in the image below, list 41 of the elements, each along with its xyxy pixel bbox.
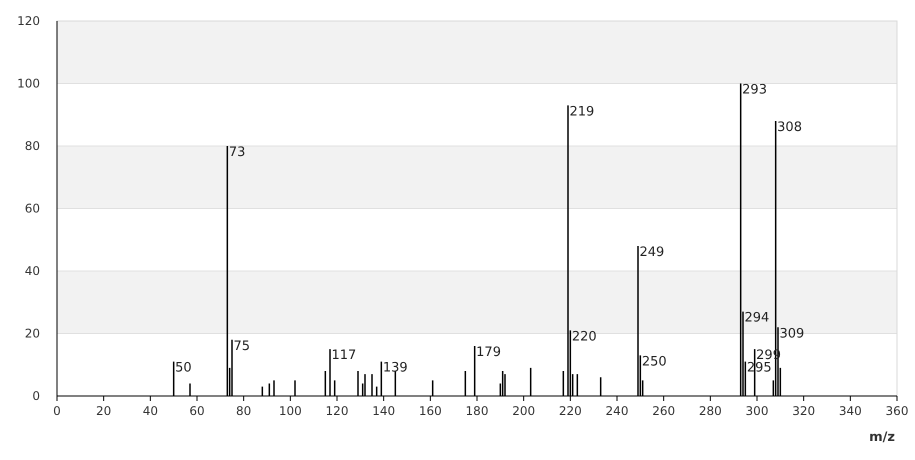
annotation: 294 bbox=[744, 310, 770, 326]
annotation: 179 bbox=[476, 345, 501, 360]
annotation: 75 bbox=[234, 338, 250, 354]
x-tick-label: 300 bbox=[746, 404, 768, 418]
annotation: 117 bbox=[332, 348, 356, 364]
x-tick-label: 20 bbox=[96, 404, 112, 418]
x-tick-label: 200 bbox=[512, 404, 536, 418]
x-tick-label: 160 bbox=[418, 404, 442, 418]
annotation: 73 bbox=[228, 145, 246, 160]
y-tick-label: 40 bbox=[24, 264, 40, 278]
y-tick-label: 20 bbox=[24, 326, 40, 340]
x-tick-label: 240 bbox=[606, 404, 628, 418]
y-tick-label: 100 bbox=[17, 76, 40, 90]
x-tick-label: 320 bbox=[792, 404, 816, 418]
x-tick-label: 100 bbox=[278, 404, 302, 418]
annotation: 139 bbox=[382, 360, 408, 376]
x-tick-label: 40 bbox=[142, 404, 158, 418]
x-tick-label: 280 bbox=[698, 404, 722, 418]
annotation: 219 bbox=[570, 104, 594, 120]
x-tick-label: 260 bbox=[652, 404, 676, 418]
x-tick-label: 80 bbox=[236, 404, 252, 418]
y-tick-label: 60 bbox=[24, 202, 40, 216]
x-tick-label: 140 bbox=[372, 404, 396, 418]
y-tick-label: 120 bbox=[17, 14, 40, 28]
x-tick-label: 340 bbox=[838, 404, 862, 418]
y-tick-label: 0 bbox=[32, 389, 40, 403]
x-axis-title: m/z bbox=[869, 430, 895, 445]
annotation: 308 bbox=[777, 120, 802, 135]
annotation: 293 bbox=[742, 82, 767, 98]
x-tick-label: 360 bbox=[886, 404, 908, 418]
annotation: 50 bbox=[175, 360, 192, 376]
annotation: 250 bbox=[642, 354, 667, 370]
x-tick-label: 0 bbox=[53, 404, 61, 418]
x-tick-label: 120 bbox=[326, 404, 348, 418]
y-tick-label: 80 bbox=[24, 139, 40, 153]
x-tick-label: 220 bbox=[558, 404, 582, 418]
annotation: 220 bbox=[572, 329, 597, 344]
annotation: 249 bbox=[640, 245, 664, 260]
x-tick-label: 180 bbox=[466, 404, 488, 418]
x-tick-label: 60 bbox=[189, 404, 205, 418]
annotation: 309 bbox=[780, 326, 804, 342]
